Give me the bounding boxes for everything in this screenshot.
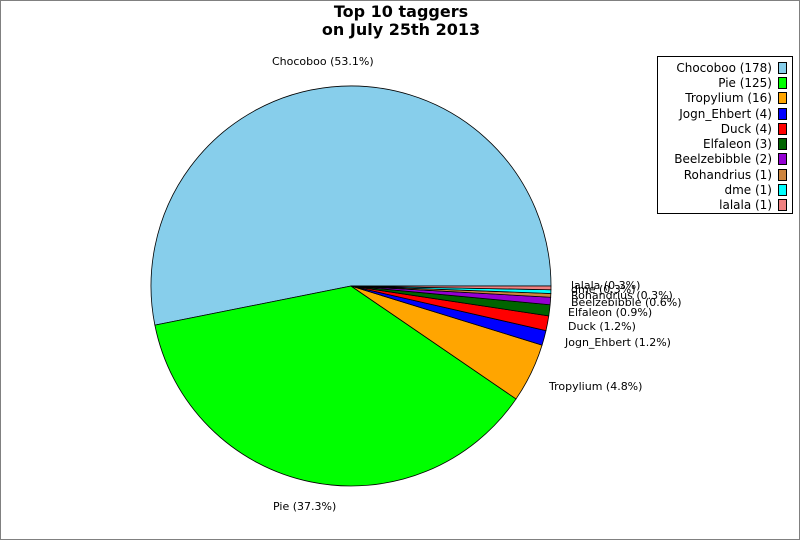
pie-labels: Chocoboo (53.1%) Pie (37.3%) Tropylium (4.… xyxy=(272,55,682,513)
legend-item-pie: Pie (125) xyxy=(658,75,792,90)
legend-label: Beelzebibble (2) xyxy=(674,152,772,167)
legend-swatch xyxy=(778,199,787,212)
legend-item-elfaleon: Elfaleon (3) xyxy=(658,136,792,151)
slice-label-pie: Pie (37.3%) xyxy=(273,500,336,513)
slice-label-tropylium: Tropylium (4.8%) xyxy=(548,380,642,393)
pie-slice-pie xyxy=(154,285,517,487)
pie-slice-lalala xyxy=(350,285,552,291)
legend: Chocoboo (178) Pie (125) Tropylium (16) Jog… xyxy=(657,56,793,214)
legend-item-duck: Duck (4) xyxy=(658,121,792,136)
chart-title-line-2: on July 25th 2013 xyxy=(321,20,481,39)
legend-swatch xyxy=(778,122,787,135)
slice-label-chocoboo: Chocoboo (53.1%) xyxy=(272,55,374,68)
legend-swatch xyxy=(778,61,787,74)
legend-label: Pie (125) xyxy=(718,75,772,90)
slice-label-beelzebibble: Beelzebibble (0.6%) xyxy=(571,296,682,309)
legend-swatch xyxy=(778,184,787,197)
legend-swatch xyxy=(778,153,787,166)
chart-title-line-1: Top 10 taggers xyxy=(333,2,469,21)
legend-swatch xyxy=(778,92,787,105)
legend-swatch xyxy=(778,138,787,151)
slice-label-jogn-ehbert: Jogn_Ehbert (1.2%) xyxy=(564,336,671,349)
legend-swatch xyxy=(778,107,787,120)
legend-item-beelzebibble: Beelzebibble (2) xyxy=(658,152,792,167)
legend-label: Elfaleon (3) xyxy=(703,137,772,152)
legend-swatch xyxy=(778,76,787,89)
slice-label-dme: dme (0.3%) xyxy=(571,283,636,296)
slice-label-elfaleon: Elfaleon (0.9%) xyxy=(568,306,652,319)
legend-item-lalala: lalala (1) xyxy=(658,198,792,213)
pie-slices xyxy=(150,85,552,487)
legend-item-rohandrius: Rohandrius (1) xyxy=(658,167,792,182)
legend-item-dme: dme (1) xyxy=(658,182,792,197)
slice-label-rohandrius: Rohandrius (0.3%) xyxy=(571,289,673,302)
slice-label-lalala: lalala (0.3%) xyxy=(571,279,640,292)
legend-label: Chocoboo (178) xyxy=(676,60,772,75)
legend-swatch xyxy=(778,168,787,181)
slice-label-duck: Duck (1.2%) xyxy=(568,320,636,333)
legend-label: Jogn_Ehbert (4) xyxy=(679,106,772,121)
pie-slice-chocoboo xyxy=(150,85,552,326)
legend-item-tropylium: Tropylium (16) xyxy=(658,91,792,106)
legend-label: Tropylium (16) xyxy=(685,91,772,106)
legend-item-chocoboo: Chocoboo (178) xyxy=(658,60,792,75)
legend-label: Duck (4) xyxy=(720,121,772,136)
legend-label: Rohandrius (1) xyxy=(683,167,772,182)
legend-label: dme (1) xyxy=(724,183,772,198)
legend-label: lalala (1) xyxy=(719,198,772,213)
chart-title: Top 10 taggers on July 25th 2013 xyxy=(1,3,800,39)
legend-item-jogn-ehbert: Jogn_Ehbert (4) xyxy=(658,106,792,121)
